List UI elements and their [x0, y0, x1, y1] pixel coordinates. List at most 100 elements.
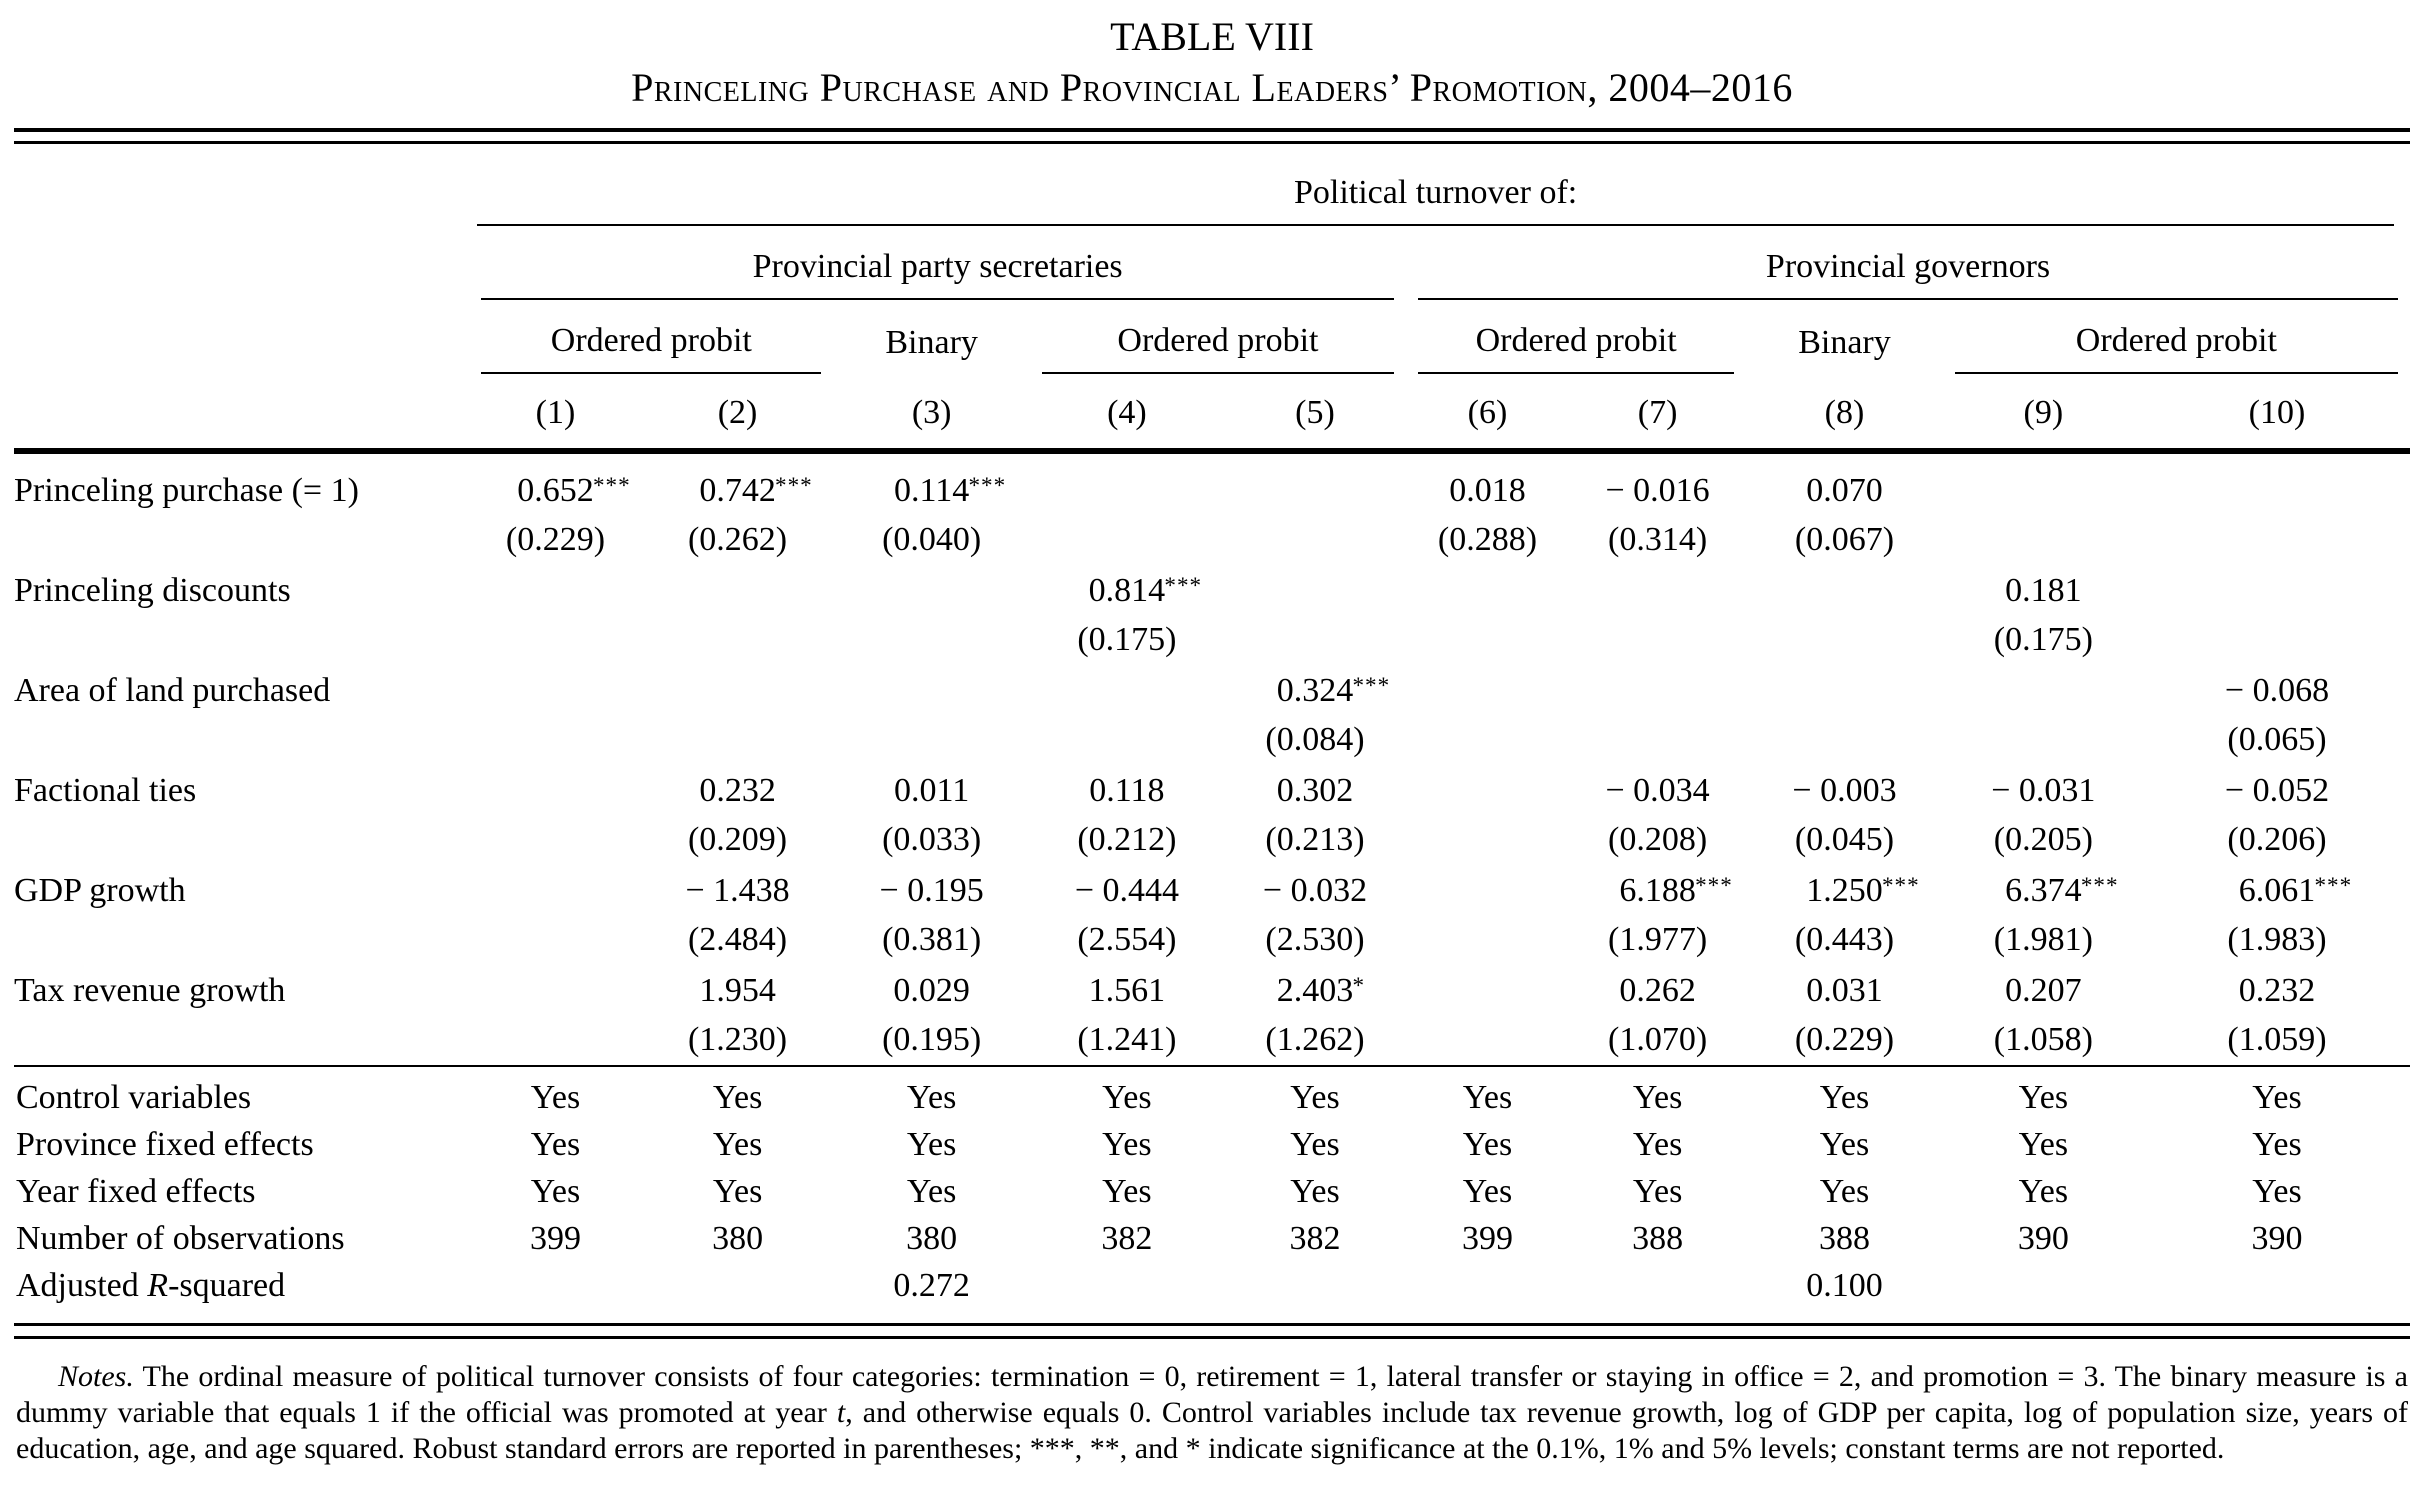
coef-line: − 0.068: [2144, 666, 2410, 715]
turnover-header-cell: Political turnover of:: [469, 144, 2410, 226]
significance-stars: ***: [775, 472, 813, 499]
coef-value: 6.374 ***: [2005, 866, 2117, 915]
label-run: Number of observations: [16, 1220, 345, 1257]
coef-cell: [469, 565, 642, 665]
summary-value: Yes: [1102, 1126, 1152, 1163]
coef-cell: − 0.031 (0.205): [1943, 765, 2144, 865]
column-number: (8): [1746, 374, 1943, 454]
coef-line: 0.031: [1746, 966, 1942, 1015]
coef-value: 0.742 ***: [699, 466, 811, 515]
coef-cell: [1030, 451, 1224, 565]
coef-value: − 0.016: [1605, 472, 1710, 509]
coef-line: − 0.031: [1943, 766, 2144, 815]
significance-stars: ***: [592, 472, 631, 499]
std-error: (0.195): [882, 1021, 982, 1058]
method-header-label: Binary: [1798, 324, 1891, 361]
coef-line: − 1.438: [642, 866, 834, 915]
regression-table: Political turnover of: Provincial party s…: [14, 144, 2410, 1309]
std-error: (0.208): [1608, 821, 1708, 858]
std-error: (0.212): [1077, 821, 1177, 858]
coef-cell: 0.031 (0.229): [1746, 965, 1942, 1066]
std-error: (0.065): [2227, 721, 2327, 758]
methods-row: Ordered probit Binary Ordered probit Ordere…: [14, 300, 2410, 374]
summary-value: 0.272: [893, 1267, 970, 1304]
summary-value: Yes: [1632, 1126, 1683, 1163]
summary-value: Yes: [641, 1065, 834, 1121]
coef-value: − 0.195: [879, 872, 984, 909]
coef-value: 6.188 ***: [1619, 866, 1731, 915]
summary-value: Yes: [1102, 1173, 1152, 1210]
summary-value: Yes: [2252, 1173, 2302, 1210]
label-run: Province fixed effects: [16, 1126, 314, 1163]
column-number: (1): [469, 374, 642, 454]
coef-cell: [1943, 665, 2144, 765]
coef-value: 0.181: [2005, 572, 2082, 609]
coef-cell: − 0.068 (0.065): [2144, 665, 2410, 765]
summary-value: [2144, 1262, 2410, 1309]
row-label: Control variables: [14, 1065, 470, 1121]
coef-cell: 6.188 *** (1.977): [1569, 865, 1746, 965]
coef-cell: [642, 665, 834, 765]
coef-cell: [1406, 565, 1569, 665]
coef-line: 0.207: [1943, 966, 2144, 1015]
coef-value: − 0.444: [1074, 872, 1179, 909]
coef-cell: [2144, 451, 2410, 565]
coef-value: 0.029: [893, 972, 970, 1009]
method-header-label: Ordered probit: [1475, 322, 1677, 359]
summary-value: [1943, 1262, 2144, 1309]
summary-row: Year fixed effects Yes Yes Yes Yes Yes Yes Yes Y…: [14, 1168, 2410, 1215]
coef-cell: 0.262 (1.070): [1569, 965, 1746, 1066]
coef-cell: − 0.444 (2.554): [1030, 865, 1224, 965]
column-number: (9): [1942, 374, 2144, 454]
coef-cell: − 0.052 (0.206): [2144, 765, 2410, 865]
coef-cell: [469, 965, 642, 1066]
significance-stars: ***: [2314, 872, 2353, 899]
coef-value: 0.262: [1619, 972, 1696, 1009]
coef-line: 0.814 ***: [1030, 566, 1224, 615]
coef-cell: − 0.195 (0.381): [833, 865, 1029, 965]
method-header-cell: Ordered probit: [469, 300, 833, 374]
std-error: (0.067): [1794, 521, 1895, 558]
coef-cell: 0.118 (0.212): [1030, 765, 1224, 865]
coef-line: 0.324 ***: [1224, 666, 1406, 715]
method-header-rule: Ordered probit: [1418, 300, 1735, 374]
coef-line: 0.262: [1569, 966, 1746, 1015]
table-body: Princeling purchase (= 1) 0.652 *** (0.229)…: [14, 451, 2410, 1309]
column-number: (10): [2143, 374, 2410, 454]
row-label: Number of observations: [14, 1215, 469, 1262]
coef-cell: 6.374 *** (1.981): [1943, 865, 2144, 965]
coef-value: − 1.438: [685, 872, 790, 909]
summary-value: 382: [1101, 1220, 1153, 1257]
summary-value: 380: [906, 1220, 958, 1257]
coef-cell: [1224, 451, 1406, 565]
coef-value: 0.207: [2005, 972, 2082, 1009]
group-header-cell: Provincial party secretaries: [469, 226, 1406, 300]
coef-value: − 0.003: [1792, 772, 1897, 809]
std-error: (1.241): [1077, 1021, 1177, 1058]
std-error: (0.288): [1437, 521, 1538, 558]
summary-value: [1030, 1262, 1224, 1309]
row-label: Factional ties: [14, 772, 197, 809]
coef-value: 0.814 ***: [1089, 566, 1201, 615]
column-number: (5): [1223, 374, 1407, 454]
summary-value: Yes: [469, 1065, 642, 1121]
table-header: Political turnover of: Provincial party s…: [14, 144, 2410, 454]
label-run: Adjusted: [16, 1267, 148, 1304]
notes-run: t: [836, 1396, 846, 1429]
coef-line: 0.018: [1406, 466, 1569, 515]
coef-cell: 0.324 *** (0.084): [1224, 665, 1406, 765]
table-number: TABLE VIII: [1110, 14, 1314, 59]
coef-cell: 0.011 (0.033): [833, 765, 1029, 865]
coef-line: − 0.016: [1569, 466, 1746, 515]
column-number: (6): [1406, 374, 1569, 454]
summary-value: Yes: [1746, 1065, 1943, 1121]
coef-line: 1.561: [1030, 966, 1224, 1015]
method-header-cell: Ordered probit: [1406, 300, 1746, 374]
std-error: (2.484): [687, 921, 788, 958]
coef-line: 6.374 ***: [1943, 866, 2144, 915]
coef-value: − 0.031: [1991, 772, 2096, 809]
summary-value: Yes: [1568, 1065, 1747, 1121]
std-error: (1.981): [1993, 921, 2093, 958]
method-header-cell: Binary: [833, 300, 1029, 374]
label-run: Year fixed effects: [16, 1173, 256, 1210]
